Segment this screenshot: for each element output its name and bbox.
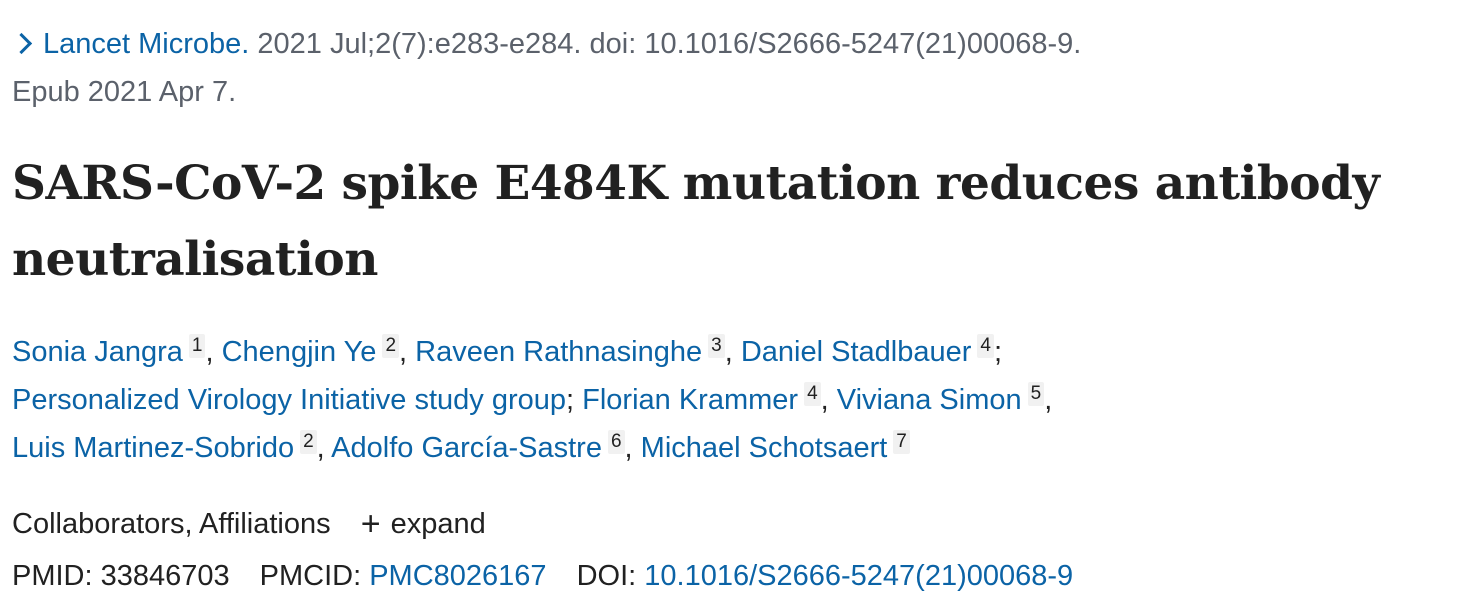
affiliation-marker[interactable]: 2	[382, 334, 400, 358]
authors-list: Sonia Jangra 1, Chengjin Ye 2, Raveen Rath…	[12, 328, 1452, 472]
affiliation-marker[interactable]: 4	[977, 334, 994, 358]
identifiers-line: PMID: 33846703 PMCID: PMC8026167 DOI: 10.1…	[12, 552, 1073, 600]
author-separator: ,	[205, 336, 222, 368]
author-link[interactable]: Personalized Virology Initiative study g…	[12, 384, 567, 416]
author-separator: ;	[566, 384, 583, 416]
author-link[interactable]: Adolfo García-Sastre	[331, 432, 602, 464]
pmcid-link[interactable]: PMC8026167	[369, 560, 547, 592]
article-title: SARS-CoV-2 spike E484K mutation reduces …	[12, 156, 1380, 287]
chevron-right-icon[interactable]	[10, 32, 33, 54]
affiliation-marker[interactable]: 6	[607, 430, 625, 454]
author-separator: ,	[399, 336, 416, 368]
author-link[interactable]: Sonia Jangra	[12, 336, 183, 368]
pmid-value: 33846703	[100, 560, 230, 592]
author-link[interactable]: Luis Martinez-Sobrido	[12, 432, 295, 464]
doi-link[interactable]: 10.1016/S2666-5247(21)00068-9	[644, 560, 1074, 592]
citation-line: Lancet Microbe. 2021 Jul;2(7):e283-e284.…	[10, 20, 1452, 116]
author-separator: ,	[624, 432, 641, 464]
expand-label: expand	[390, 508, 486, 540]
affiliation-marker[interactable]: 7	[893, 430, 910, 454]
plus-icon: +	[360, 505, 381, 543]
author-separator: ,	[820, 384, 837, 416]
author-link[interactable]: Florian Krammer	[582, 384, 799, 416]
affiliation-marker[interactable]: 2	[300, 430, 317, 454]
author-separator: ,	[724, 336, 741, 368]
author-link[interactable]: Daniel Stadlbauer	[740, 336, 972, 368]
author-link[interactable]: Michael Schotsaert	[640, 432, 888, 464]
affiliation-marker[interactable]: 5	[1027, 382, 1045, 406]
author-separator: ;	[993, 336, 1003, 368]
author-separator: ,	[316, 432, 332, 464]
author-link[interactable]: Chengjin Ye	[221, 336, 377, 368]
citation-details: 2021 Jul;2(7):e283-e284. doi: 10.1016/S2…	[257, 28, 1082, 60]
collaborators-affiliations: Collaborators, Affiliations + expand	[12, 498, 486, 548]
author-link[interactable]: Viviana Simon	[836, 384, 1022, 416]
affiliation-marker[interactable]: 3	[708, 334, 725, 358]
doi-label: DOI:	[576, 560, 637, 592]
author-separator: ,	[1044, 384, 1053, 416]
journal-link[interactable]: Lancet Microbe.	[43, 28, 250, 60]
affiliation-marker[interactable]: 1	[188, 334, 206, 358]
pmid-label: PMID:	[12, 560, 93, 592]
expand-button[interactable]: + expand	[360, 505, 486, 543]
pmcid-label: PMCID:	[259, 560, 362, 592]
collaborators-label: Collaborators, Affiliations	[12, 508, 331, 540]
author-link[interactable]: Raveen Rathnasinghe	[415, 336, 703, 368]
epub-date: Epub 2021 Apr 7.	[12, 76, 237, 108]
affiliation-marker[interactable]: 4	[804, 382, 821, 406]
